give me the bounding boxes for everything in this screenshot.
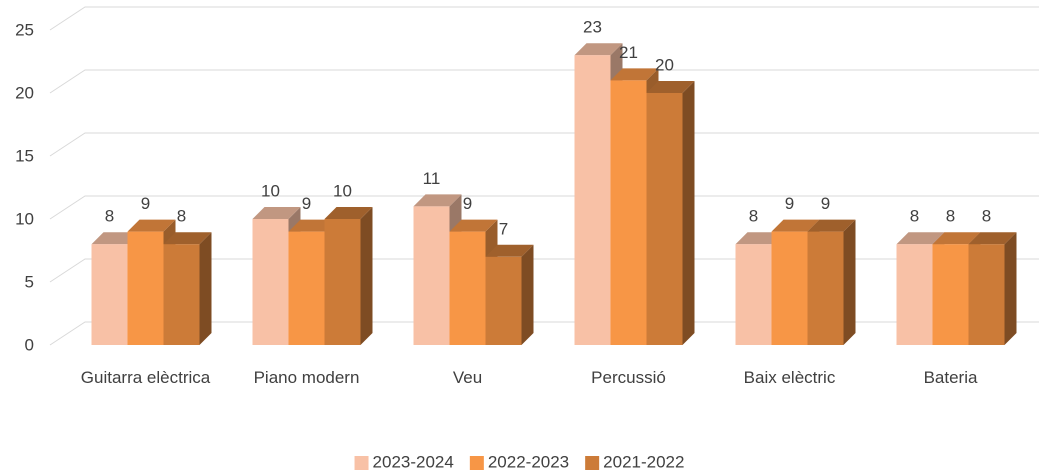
- bar-top: [968, 232, 1017, 245]
- grid-line: [49, 69, 1039, 94]
- bar-top: [807, 219, 856, 232]
- y-tick-label: 20: [15, 83, 34, 102]
- data-label: 9: [141, 194, 150, 213]
- data-label: 20: [655, 55, 674, 74]
- bar: [288, 231, 325, 345]
- data-label: 8: [910, 207, 919, 226]
- bar: [932, 244, 969, 345]
- data-label: 9: [463, 194, 472, 213]
- y-tick-label: 5: [25, 272, 34, 291]
- bar: [771, 231, 808, 345]
- data-label: 10: [333, 181, 352, 200]
- bar-top: [485, 244, 534, 257]
- x-tick-label: Baix elèctric: [743, 368, 836, 387]
- y-tick-label: 25: [15, 20, 34, 39]
- x-tick-label: Bateria: [923, 368, 978, 387]
- data-label: 10: [261, 181, 280, 200]
- data-label: 7: [499, 219, 508, 238]
- grid-line: [49, 258, 1039, 283]
- bar: [807, 231, 844, 345]
- bar: [449, 231, 486, 345]
- bar: [413, 206, 450, 345]
- data-label: 8: [946, 207, 955, 226]
- data-label: 9: [821, 194, 830, 213]
- bar: [127, 231, 164, 345]
- bar: [574, 55, 611, 345]
- grid-line: [49, 195, 1039, 220]
- bar: [610, 80, 647, 346]
- bar: [968, 244, 1005, 345]
- bar-top: [574, 43, 623, 56]
- bar: [252, 219, 289, 345]
- bar-side: [360, 207, 373, 345]
- bar-top: [646, 81, 695, 93]
- y-tick-label: 10: [15, 209, 34, 228]
- bar-side: [199, 232, 212, 345]
- bar: [91, 244, 128, 345]
- x-tick-label: Veu: [452, 368, 483, 387]
- legend-label: 2023-2024: [373, 452, 454, 471]
- legend-label: 2021-2022: [603, 452, 684, 471]
- bar: [735, 244, 772, 345]
- legend-swatch: [585, 456, 600, 470]
- x-tick-label: Piano modern: [253, 368, 360, 387]
- bar-top: [252, 207, 301, 219]
- grid-line: [49, 321, 1039, 346]
- bar-top: [771, 219, 820, 232]
- data-label: 23: [583, 18, 602, 37]
- bar-side: [521, 244, 534, 345]
- bar-top: [932, 232, 981, 245]
- grid-line: [49, 6, 1039, 31]
- data-label: 8: [105, 207, 114, 226]
- data-label: 11: [423, 169, 441, 188]
- data-label: 8: [749, 207, 758, 226]
- bar: [646, 93, 683, 345]
- bar: [485, 256, 522, 345]
- data-label: 8: [982, 207, 991, 226]
- data-label: 21: [619, 43, 638, 62]
- y-tick-label: 0: [25, 335, 34, 354]
- data-label: 8: [177, 207, 186, 226]
- legend-swatch: [469, 456, 484, 470]
- x-tick-label: Percussió: [591, 368, 666, 387]
- bar: [896, 244, 933, 345]
- bar-top: [324, 207, 373, 219]
- grid-line: [49, 132, 1039, 157]
- bar-top: [413, 194, 462, 207]
- legend-label: 2022-2023: [488, 452, 569, 471]
- bar-side: [1004, 232, 1017, 345]
- bar-top: [896, 232, 945, 245]
- y-tick-label: 15: [15, 146, 34, 165]
- bar-top: [449, 219, 498, 232]
- bar-top: [127, 219, 176, 232]
- bar: [324, 219, 361, 345]
- x-tick-label: Guitarra elèctrica: [80, 368, 211, 387]
- data-label: 9: [785, 194, 794, 213]
- legend-swatch: [354, 456, 369, 470]
- bar-top: [163, 232, 212, 245]
- bar-side: [843, 219, 856, 345]
- bar-side: [682, 81, 695, 345]
- bar-top: [610, 68, 659, 81]
- bar: [163, 244, 200, 345]
- data-label: 9: [302, 194, 311, 213]
